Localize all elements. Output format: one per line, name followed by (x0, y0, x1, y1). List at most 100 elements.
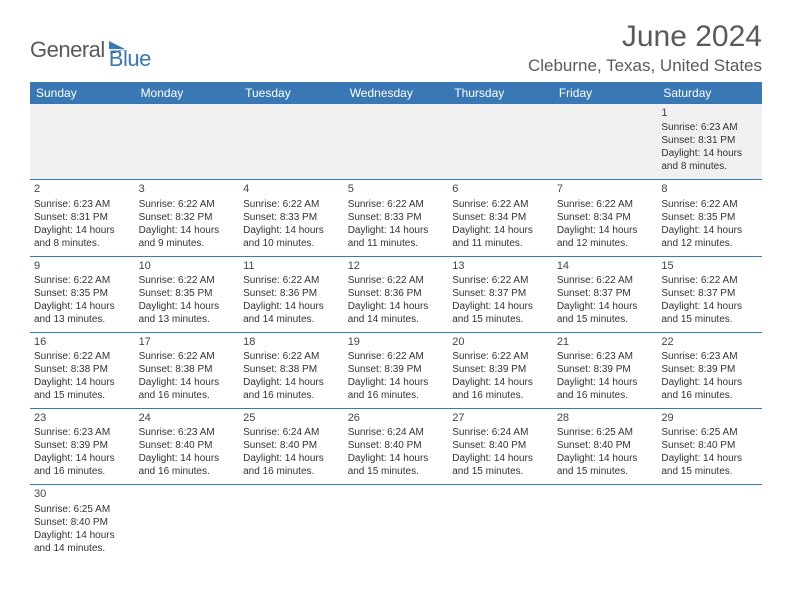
sunset-text: Sunset: 8:40 PM (348, 439, 445, 452)
calendar-row: 2Sunrise: 6:23 AMSunset: 8:31 PMDaylight… (30, 180, 762, 256)
title-block: June 2024 Cleburne, Texas, United States (528, 20, 762, 76)
sunrise-text: Sunrise: 6:22 AM (243, 198, 340, 211)
day-info: Sunrise: 6:23 AMSunset: 8:31 PMDaylight:… (661, 121, 758, 173)
sunrise-text: Sunrise: 6:22 AM (243, 274, 340, 287)
location-subtitle: Cleburne, Texas, United States (528, 56, 762, 76)
sunrise-text: Sunrise: 6:25 AM (34, 503, 131, 516)
daylight-text: Daylight: 14 hours and 8 minutes. (661, 147, 758, 173)
weekday-header: Friday (553, 82, 658, 104)
day-info: Sunrise: 6:23 AMSunset: 8:40 PMDaylight:… (139, 426, 236, 478)
sunset-text: Sunset: 8:39 PM (34, 439, 131, 452)
sunrise-text: Sunrise: 6:22 AM (348, 350, 445, 363)
calendar-cell: 11Sunrise: 6:22 AMSunset: 8:36 PMDayligh… (239, 256, 344, 332)
calendar-cell (448, 104, 553, 180)
sunrise-text: Sunrise: 6:22 AM (557, 198, 654, 211)
calendar-cell: 10Sunrise: 6:22 AMSunset: 8:35 PMDayligh… (135, 256, 240, 332)
calendar-cell: 12Sunrise: 6:22 AMSunset: 8:36 PMDayligh… (344, 256, 449, 332)
day-info: Sunrise: 6:22 AMSunset: 8:38 PMDaylight:… (243, 350, 340, 402)
calendar-cell: 16Sunrise: 6:22 AMSunset: 8:38 PMDayligh… (30, 332, 135, 408)
sunset-text: Sunset: 8:33 PM (348, 211, 445, 224)
calendar-cell: 21Sunrise: 6:23 AMSunset: 8:39 PMDayligh… (553, 332, 658, 408)
calendar-cell: 18Sunrise: 6:22 AMSunset: 8:38 PMDayligh… (239, 332, 344, 408)
day-number: 22 (661, 335, 758, 349)
day-info: Sunrise: 6:22 AMSunset: 8:35 PMDaylight:… (139, 274, 236, 326)
day-number: 26 (348, 411, 445, 425)
daylight-text: Daylight: 14 hours and 16 minutes. (557, 376, 654, 402)
weekday-header: Tuesday (239, 82, 344, 104)
calendar-cell: 7 Sunrise: 6:22 AMSunset: 8:34 PMDaylight… (553, 180, 658, 256)
daylight-text: Daylight: 14 hours and 14 minutes. (348, 300, 445, 326)
day-info: Sunrise: 6:22 AMSunset: 8:36 PMDaylight:… (243, 274, 340, 326)
calendar-cell: 23Sunrise: 6:23 AMSunset: 8:39 PMDayligh… (30, 409, 135, 485)
weekday-header: Monday (135, 82, 240, 104)
sunrise-text: Sunrise: 6:22 AM (34, 350, 131, 363)
daylight-text: Daylight: 14 hours and 11 minutes. (348, 224, 445, 250)
calendar-cell: 1Sunrise: 6:23 AMSunset: 8:31 PMDaylight… (657, 104, 762, 180)
day-number: 17 (139, 335, 236, 349)
day-info: Sunrise: 6:22 AMSunset: 8:34 PMDaylight:… (452, 198, 549, 250)
day-number: 28 (557, 411, 654, 425)
daylight-text: Daylight: 14 hours and 12 minutes. (557, 224, 654, 250)
calendar-cell: 20Sunrise: 6:22 AMSunset: 8:39 PMDayligh… (448, 332, 553, 408)
daylight-text: Daylight: 14 hours and 15 minutes. (34, 376, 131, 402)
sunset-text: Sunset: 8:33 PM (243, 211, 340, 224)
sunrise-text: Sunrise: 6:24 AM (243, 426, 340, 439)
logo-text-blue: Blue (109, 46, 151, 71)
daylight-text: Daylight: 14 hours and 14 minutes. (243, 300, 340, 326)
sunset-text: Sunset: 8:38 PM (243, 363, 340, 376)
calendar-header: SundayMondayTuesdayWednesdayThursdayFrid… (30, 82, 762, 104)
calendar-cell: 2Sunrise: 6:23 AMSunset: 8:31 PMDaylight… (30, 180, 135, 256)
calendar-cell: 4Sunrise: 6:22 AMSunset: 8:33 PMDaylight… (239, 180, 344, 256)
day-number: 25 (243, 411, 340, 425)
logo-text-general: General (30, 37, 105, 63)
day-number: 7 (557, 182, 654, 196)
daylight-text: Daylight: 14 hours and 15 minutes. (661, 300, 758, 326)
daylight-text: Daylight: 14 hours and 14 minutes. (34, 529, 131, 555)
daylight-text: Daylight: 14 hours and 16 minutes. (34, 452, 131, 478)
calendar-cell: 26Sunrise: 6:24 AMSunset: 8:40 PMDayligh… (344, 409, 449, 485)
sunset-text: Sunset: 8:34 PM (557, 211, 654, 224)
calendar-page: General Blue June 2024 Cleburne, Texas, … (0, 0, 792, 581)
day-info: Sunrise: 6:24 AMSunset: 8:40 PMDaylight:… (348, 426, 445, 478)
sunset-text: Sunset: 8:40 PM (243, 439, 340, 452)
daylight-text: Daylight: 14 hours and 13 minutes. (139, 300, 236, 326)
sunrise-text: Sunrise: 6:24 AM (452, 426, 549, 439)
sunset-text: Sunset: 8:37 PM (557, 287, 654, 300)
calendar-cell: 13Sunrise: 6:22 AMSunset: 8:37 PMDayligh… (448, 256, 553, 332)
day-info: Sunrise: 6:24 AMSunset: 8:40 PMDaylight:… (452, 426, 549, 478)
day-info: Sunrise: 6:22 AMSunset: 8:38 PMDaylight:… (139, 350, 236, 402)
sunrise-text: Sunrise: 6:22 AM (661, 274, 758, 287)
sunset-text: Sunset: 8:35 PM (139, 287, 236, 300)
day-info: Sunrise: 6:22 AMSunset: 8:33 PMDaylight:… (243, 198, 340, 250)
sunset-text: Sunset: 8:40 PM (34, 516, 131, 529)
day-info: Sunrise: 6:23 AMSunset: 8:39 PMDaylight:… (557, 350, 654, 402)
calendar-cell (135, 104, 240, 180)
daylight-text: Daylight: 14 hours and 16 minutes. (348, 376, 445, 402)
calendar-cell (239, 485, 344, 561)
day-number: 14 (557, 259, 654, 273)
sunrise-text: Sunrise: 6:22 AM (139, 350, 236, 363)
sunset-text: Sunset: 8:38 PM (34, 363, 131, 376)
sunrise-text: Sunrise: 6:25 AM (557, 426, 654, 439)
daylight-text: Daylight: 14 hours and 16 minutes. (661, 376, 758, 402)
day-number: 13 (452, 259, 549, 273)
calendar-cell: 15Sunrise: 6:22 AMSunset: 8:37 PMDayligh… (657, 256, 762, 332)
day-number: 30 (34, 487, 131, 501)
calendar-cell: 27Sunrise: 6:24 AMSunset: 8:40 PMDayligh… (448, 409, 553, 485)
sunrise-text: Sunrise: 6:23 AM (557, 350, 654, 363)
daylight-text: Daylight: 14 hours and 15 minutes. (557, 300, 654, 326)
sunset-text: Sunset: 8:36 PM (348, 287, 445, 300)
calendar-row: 16Sunrise: 6:22 AMSunset: 8:38 PMDayligh… (30, 332, 762, 408)
calendar-cell: 19Sunrise: 6:22 AMSunset: 8:39 PMDayligh… (344, 332, 449, 408)
calendar-cell (135, 485, 240, 561)
daylight-text: Daylight: 14 hours and 11 minutes. (452, 224, 549, 250)
day-number: 12 (348, 259, 445, 273)
sunset-text: Sunset: 8:31 PM (661, 134, 758, 147)
weekday-header: Thursday (448, 82, 553, 104)
day-info: Sunrise: 6:25 AMSunset: 8:40 PMDaylight:… (34, 503, 131, 555)
calendar-cell: 8Sunrise: 6:22 AMSunset: 8:35 PMDaylight… (657, 180, 762, 256)
day-info: Sunrise: 6:23 AMSunset: 8:39 PMDaylight:… (34, 426, 131, 478)
daylight-text: Daylight: 14 hours and 13 minutes. (34, 300, 131, 326)
sunrise-text: Sunrise: 6:23 AM (34, 198, 131, 211)
calendar-row: 1Sunrise: 6:23 AMSunset: 8:31 PMDaylight… (30, 104, 762, 180)
